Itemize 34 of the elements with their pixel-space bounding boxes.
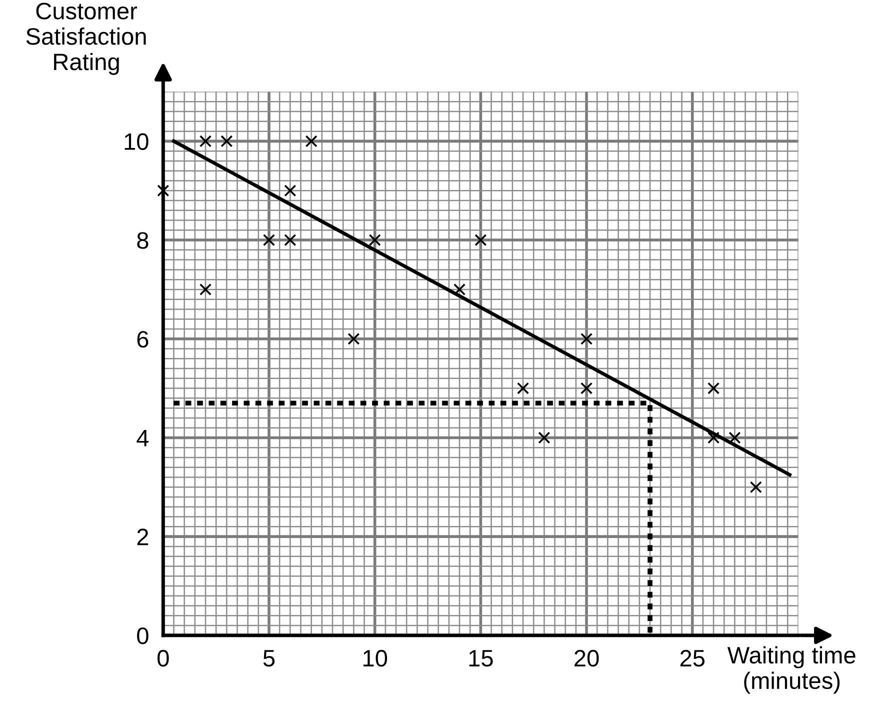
point xyxy=(474,234,487,246)
point xyxy=(199,283,212,296)
x-tick-label: 20 xyxy=(574,650,599,667)
point xyxy=(157,184,170,197)
x-tick-label: 15 xyxy=(469,650,493,667)
point xyxy=(453,283,466,296)
point xyxy=(284,234,296,246)
x-tick-label: 0 xyxy=(158,650,169,667)
y-tick-label: 8 xyxy=(137,232,148,249)
y-tick-label: 4 xyxy=(136,430,149,446)
y-tick-label: 10 xyxy=(124,133,148,150)
point xyxy=(538,432,550,444)
point xyxy=(348,332,360,345)
point xyxy=(262,234,276,246)
point xyxy=(707,432,720,444)
y-tick-label: 0 xyxy=(137,627,148,644)
x-axis-title: Waiting time (minutes) xyxy=(727,646,856,694)
point xyxy=(750,481,762,494)
point xyxy=(220,135,233,148)
point xyxy=(368,234,381,246)
point xyxy=(707,382,720,394)
point xyxy=(284,184,296,197)
point xyxy=(580,382,593,394)
point xyxy=(516,382,530,394)
y-tick-label: 6 xyxy=(137,330,148,348)
x-tick-label: 10 xyxy=(364,650,388,667)
point xyxy=(580,332,593,345)
point xyxy=(199,135,212,148)
point xyxy=(305,135,318,148)
x-tick-label: 5 xyxy=(263,650,275,667)
x-tick-label: 25 xyxy=(680,650,705,667)
y-tick-label: 2 xyxy=(137,528,148,546)
y-axis-title: Customer Satisfaction Rating xyxy=(26,2,146,75)
point xyxy=(728,432,741,444)
